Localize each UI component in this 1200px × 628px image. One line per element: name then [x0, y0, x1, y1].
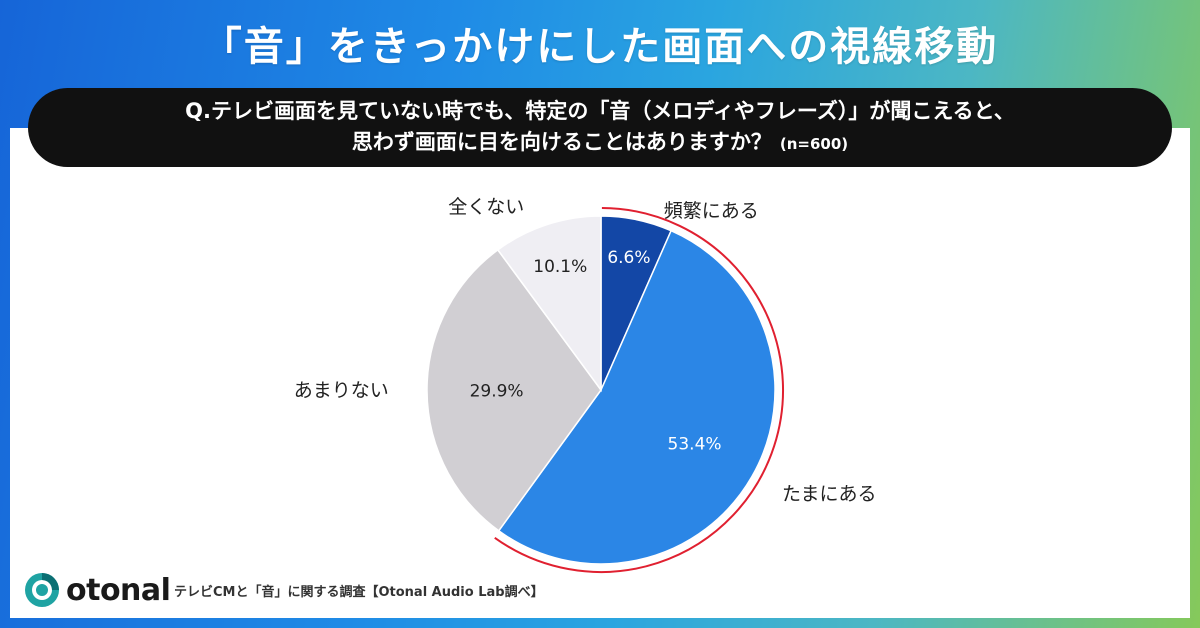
slice-value-label: 29.9% — [470, 381, 524, 401]
question-line-1: Q.テレビ画面を見ていない時でも、特定の「音（メロディやフレーズ）」が聞こえると… — [185, 98, 1015, 123]
slice-category-label: あまりない — [294, 380, 389, 402]
slice-value-label: 53.4% — [668, 435, 722, 455]
page-title: 「音」をきっかけにした画面への視線移動 — [201, 24, 999, 70]
slice-value-label: 10.1% — [533, 257, 587, 277]
brand-logo: otonal — [24, 572, 171, 608]
slice-category-label: たまにある — [782, 483, 876, 505]
pie-slice — [497, 229, 776, 565]
slice-category-label: 頻繁にある — [664, 200, 759, 222]
otonal-logo-icon — [25, 573, 59, 607]
question-line-2: 思わず画面に目を向けることはありますか？ — [351, 129, 772, 154]
question-line-2-wrap: 思わず画面に目を向けることはありますか？ (n=600) — [352, 127, 848, 160]
pie-slice — [496, 215, 602, 393]
slice-value-label: 6.6% — [607, 248, 650, 268]
source-note: テレビCMと「音」に関する調査【Otonal Audio Lab調べ】 — [174, 585, 544, 600]
pie-slices — [426, 215, 776, 565]
sample-size: (n=600) — [779, 134, 849, 153]
pie-slice — [426, 248, 602, 532]
logo-text: otonal — [66, 572, 171, 608]
highlight-arc — [494, 207, 784, 573]
question-banner: Q.テレビ画面を見ていない時でも、特定の「音（メロディやフレーズ）」が聞こえると… — [28, 88, 1172, 167]
slice-category-label: 全くない — [448, 196, 524, 218]
pie-labels: 6.6% 頻繁にある 53.4% たまにある 29.9% あまりない 10.1% 全くない — [294, 196, 877, 505]
